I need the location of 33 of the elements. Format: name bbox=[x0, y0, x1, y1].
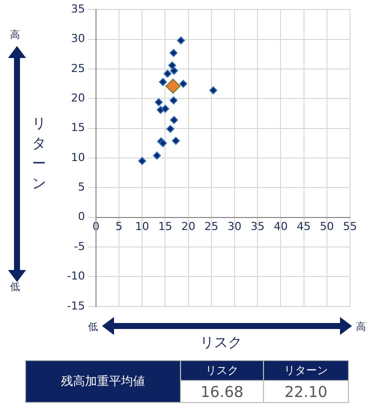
x-tick-label: 45 bbox=[296, 220, 311, 233]
text: 16.68 bbox=[180, 380, 264, 402]
x-tick-label: 5 bbox=[116, 220, 123, 233]
x-axis-title: リスク bbox=[200, 334, 242, 352]
x-tick-label: 40 bbox=[274, 220, 288, 233]
text: 残高加重平均値 bbox=[26, 360, 180, 402]
y-tick-label: -15 bbox=[67, 299, 85, 312]
text: リターン bbox=[264, 360, 348, 380]
text: リスク bbox=[180, 360, 264, 380]
text: 低 bbox=[88, 321, 98, 334]
x-tick-label: 30 bbox=[228, 220, 242, 233]
x-tick-label: 55 bbox=[343, 220, 357, 233]
y-tick-label: 30 bbox=[70, 32, 85, 46]
y-tick-label: -5 bbox=[74, 240, 85, 253]
y-tick-label: 25 bbox=[70, 62, 85, 75]
text: 22.10 bbox=[264, 380, 348, 402]
x-tick-label: 15 bbox=[158, 220, 172, 233]
y-tick-label: 10 bbox=[70, 150, 85, 164]
x-tick-label: 20 bbox=[181, 220, 196, 233]
x-tick-label: 10 bbox=[135, 220, 150, 233]
y-tick-label: 15 bbox=[70, 121, 85, 134]
y-axis-title: リターン bbox=[31, 115, 47, 194]
x-tick-label: 50 bbox=[320, 220, 334, 233]
x-tick-label: 35 bbox=[250, 220, 265, 233]
text: 低 bbox=[10, 281, 20, 294]
y-tick-label: 0 bbox=[78, 210, 85, 224]
y-tick-label: -10 bbox=[67, 270, 85, 283]
text: 高 bbox=[10, 28, 20, 42]
x-tick-label: 25 bbox=[204, 220, 218, 233]
y-tick-label: 20 bbox=[70, 92, 85, 104]
text: 高 bbox=[356, 320, 366, 334]
y-tick-label: 35 bbox=[70, 2, 85, 16]
y-tick-label: 5 bbox=[78, 180, 85, 194]
